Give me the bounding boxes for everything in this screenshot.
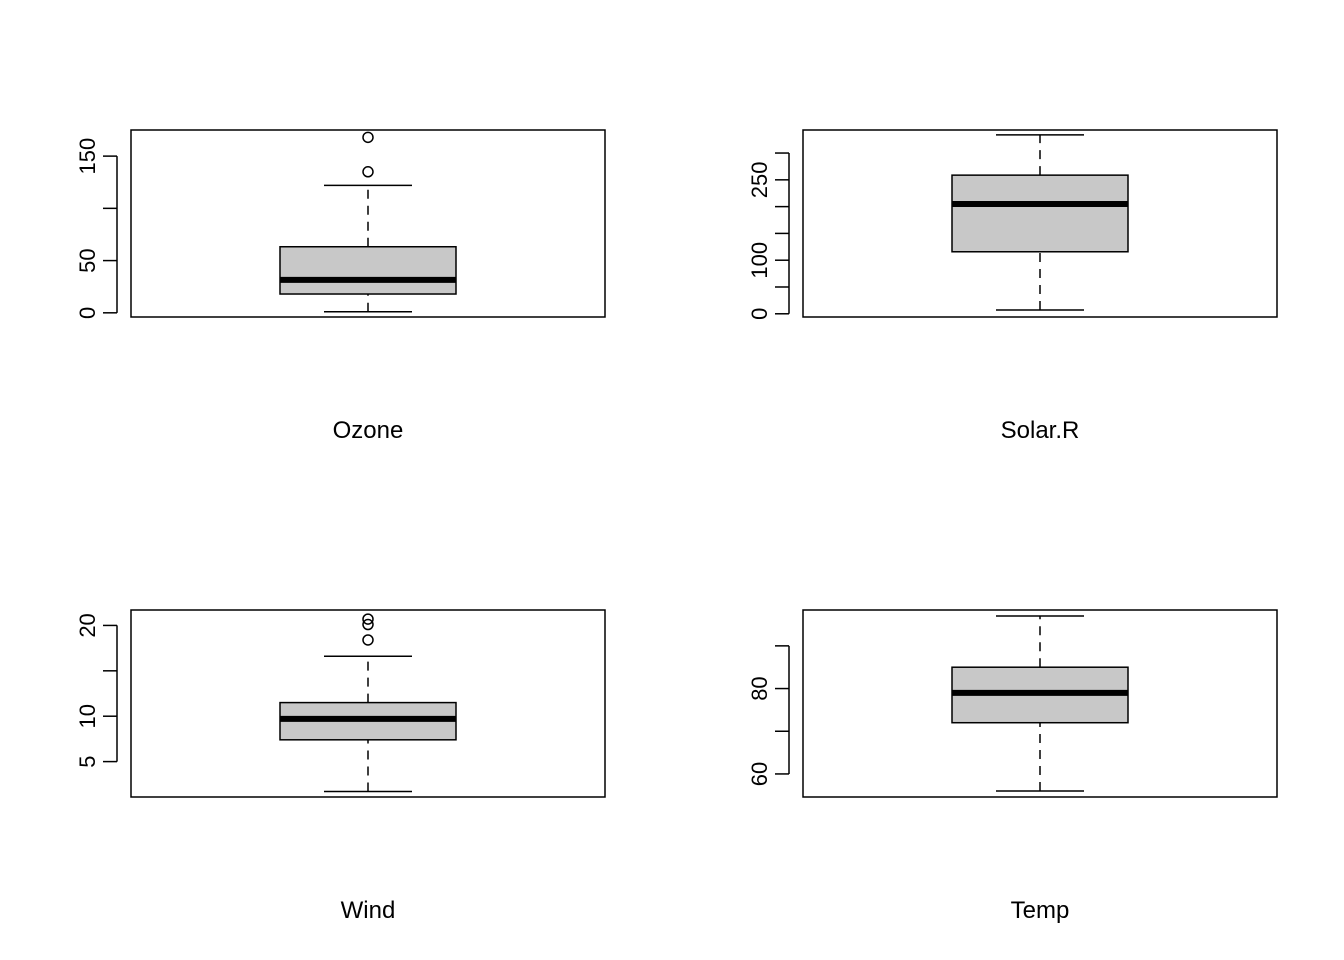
box-marks <box>279 131 457 313</box>
y-tick-label: 0 <box>75 307 100 319</box>
iqr-box <box>951 174 1129 253</box>
y-tick-label: 60 <box>747 762 772 786</box>
y-tick-label: 20 <box>75 613 100 637</box>
plot-frame <box>802 129 1278 318</box>
y-tick-label: 80 <box>747 676 772 700</box>
box-marks <box>951 615 1129 792</box>
panel-solar-r: 0 100 250 Solar.R <box>747 129 1278 444</box>
y-axis: 5 10 20 <box>75 613 118 768</box>
y-axis: 60 80 <box>747 645 790 786</box>
x-axis-label: Temp <box>1011 897 1070 924</box>
plot-frame <box>130 609 606 798</box>
y-axis: 0 50 150 <box>75 138 118 319</box>
y-tick-label: 100 <box>747 242 772 279</box>
plot-frame <box>130 129 606 318</box>
outlier-point <box>362 634 374 646</box>
plot-frame <box>802 609 1278 798</box>
y-axis: 0 100 250 <box>747 152 790 320</box>
outlier-point <box>362 166 374 178</box>
y-tick-label: 250 <box>747 161 772 198</box>
y-tick-label: 150 <box>75 138 100 175</box>
box-marks <box>279 613 457 793</box>
outlier-point <box>362 613 374 625</box>
box-marks <box>951 134 1129 311</box>
x-axis-label: Ozone <box>333 417 404 444</box>
y-tick-label: 5 <box>75 755 100 767</box>
outlier-point <box>362 131 374 144</box>
panel-ozone: 0 50 150 Ozone <box>75 129 606 444</box>
panel-wind: 5 10 20 Wind <box>75 609 606 924</box>
x-axis-label: Solar.R <box>1001 417 1080 444</box>
x-axis-label: Wind <box>341 897 396 924</box>
iqr-box <box>279 245 457 295</box>
y-tick-label: 10 <box>75 704 100 728</box>
panel-temp: 60 80 Temp <box>747 609 1278 924</box>
y-tick-label: 0 <box>747 308 772 320</box>
outlier-point <box>362 618 374 631</box>
y-tick-label: 50 <box>75 248 100 272</box>
